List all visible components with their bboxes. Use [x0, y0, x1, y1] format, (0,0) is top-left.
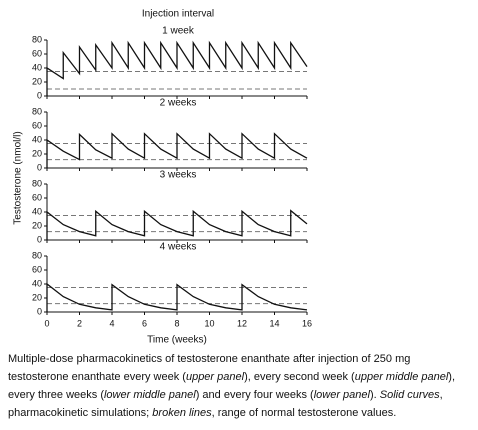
caption-text: upper panel	[185, 371, 245, 383]
x-tick-label: 6	[142, 318, 147, 328]
y-tick-label: 0	[37, 90, 42, 100]
y-tick-label: 20	[32, 76, 42, 86]
y-tick-label: 80	[32, 106, 42, 116]
y-tick-label: 20	[32, 148, 42, 158]
x-tick-label: 0	[44, 318, 49, 328]
line-series	[46, 40, 308, 96]
y-tick-label: 20	[32, 292, 42, 302]
y-tick-label: 0	[37, 234, 42, 244]
y-tick-label: 60	[32, 48, 42, 58]
y-tick-label: 40	[32, 278, 42, 288]
y-tick-label: 60	[32, 264, 42, 274]
y-tick-label: 0	[37, 306, 42, 316]
y-tick-label: 40	[32, 134, 42, 144]
line-series	[46, 132, 308, 168]
caption-text: lower panel	[313, 389, 370, 401]
caption-text: , pharmacokinetic simulations;	[8, 389, 443, 419]
panel-title: 3 weeks	[160, 170, 197, 181]
caption-text: upper middle panel	[354, 371, 449, 383]
panel-title: 1 week	[162, 26, 195, 37]
y-tick-label: 80	[32, 178, 42, 188]
y-tick-label: 80	[32, 34, 42, 44]
caption-text: ), every three weeks (	[8, 371, 456, 401]
caption-text: Solid curves	[379, 389, 440, 401]
x-axis-label: Time (weeks)	[147, 335, 207, 345]
line-series	[46, 209, 308, 240]
caption-text: lower middle panel	[103, 389, 196, 401]
y-tick-label: 80	[32, 250, 42, 260]
x-tick-label: 14	[269, 318, 279, 328]
x-tick-label: 10	[204, 318, 214, 328]
y-tick-label: 40	[32, 62, 42, 72]
x-tick-label: 4	[109, 318, 114, 328]
y-tick-label: 20	[32, 220, 42, 230]
chart-title: Injection interval	[142, 9, 214, 20]
y-axis-label: Testosterone (nmol/l)	[13, 131, 24, 224]
caption-text: broken lines	[152, 407, 212, 419]
line-series	[46, 282, 308, 312]
caption: Multiple-dose pharmacokinetics of testos…	[8, 350, 472, 422]
y-tick-label: 60	[32, 120, 42, 130]
x-tick-label: 2	[77, 318, 82, 328]
y-tick-label: 0	[37, 162, 42, 172]
caption-text: , range of normal testosterone values.	[211, 407, 397, 419]
x-tick-label: 8	[174, 318, 179, 328]
panel-title: 2 weeks	[160, 98, 197, 109]
x-tick-label: 16	[302, 318, 312, 328]
caption-text: ) and every four weeks (	[195, 389, 314, 401]
caption-text: ).	[369, 389, 380, 401]
x-tick-label: 12	[237, 318, 247, 328]
y-tick-label: 40	[32, 206, 42, 216]
caption-text: Multiple-dose pharmacokinetics of testos…	[8, 353, 411, 383]
chart: Injection interval Testosterone (nmol/l)…	[13, 9, 312, 345]
y-tick-label: 60	[32, 192, 42, 202]
panel-title: 4 weeks	[160, 242, 197, 253]
caption-text: ), every second week (	[244, 371, 355, 383]
